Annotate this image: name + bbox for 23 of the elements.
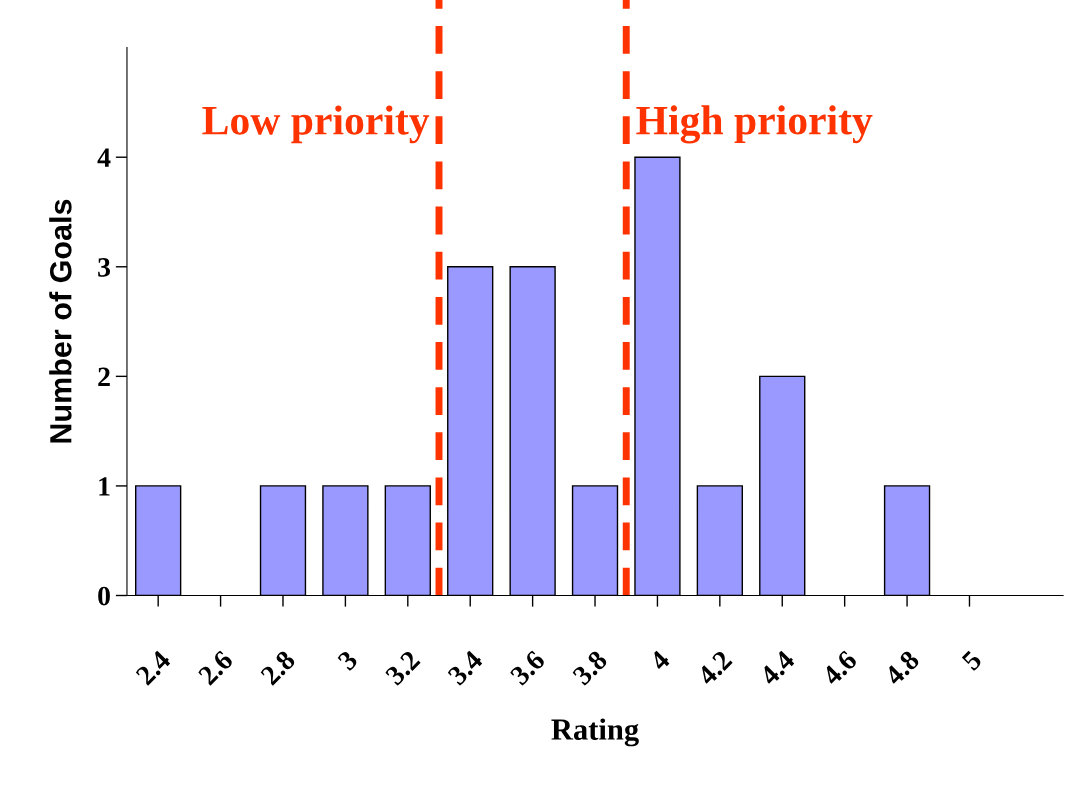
x-tick-label: 2.8 (259, 649, 297, 686)
x-tick-label: 3.2 (384, 649, 421, 686)
x-tick-label: 3.8 (571, 649, 609, 686)
x-tick-label: 4.2 (696, 649, 733, 687)
ref-line-label: High priority (636, 105, 873, 144)
x-tick-label: 2.6 (197, 649, 234, 686)
x-tick-label: 4.8 (883, 649, 921, 687)
y-tick-label: 3 (98, 258, 111, 277)
x-tick-label: 4.4 (758, 649, 796, 687)
y-axis-title: Number of Goals (49, 199, 72, 443)
x-tick-label: 4 (648, 649, 671, 672)
x-tick-label: 3.4 (447, 649, 484, 686)
x-tick-label: 4.6 (821, 649, 858, 687)
x-tick-label: 3 (336, 649, 359, 672)
y-tick-label: 2 (98, 367, 110, 386)
y-tick-label: 0 (98, 586, 110, 606)
x-tick-label: 5 (961, 649, 983, 672)
y-tick-label: 4 (97, 148, 111, 167)
ref-line-label: Low priority (202, 105, 430, 144)
x-tick-label: 2.4 (135, 649, 172, 686)
x-tick-label: 3.6 (509, 649, 546, 686)
x-axis-title: Rating (551, 718, 639, 747)
y-tick-label: 1 (99, 477, 110, 496)
